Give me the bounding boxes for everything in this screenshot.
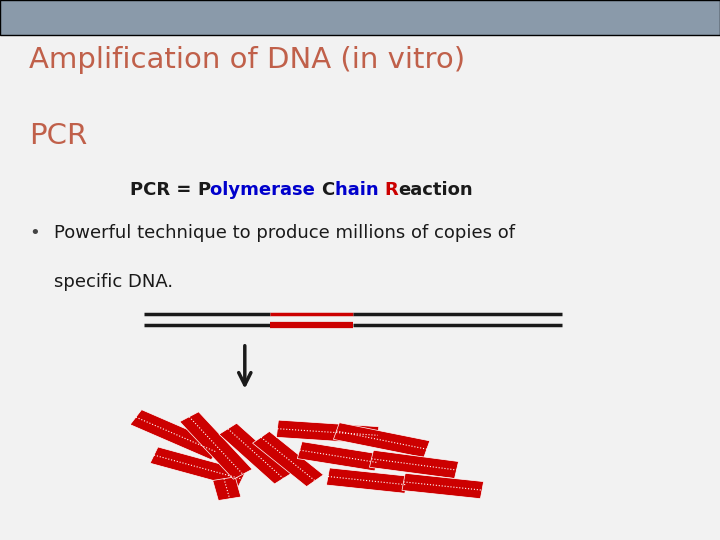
- Text: Amplification of DNA (in vitro): Amplification of DNA (in vitro): [29, 46, 465, 74]
- Text: PCR =: PCR =: [130, 181, 197, 199]
- Bar: [276, 420, 379, 444]
- Bar: [212, 477, 241, 501]
- Text: R: R: [384, 181, 398, 199]
- FancyBboxPatch shape: [0, 0, 720, 35]
- Text: P: P: [197, 181, 210, 199]
- Bar: [253, 431, 323, 487]
- Text: eaction: eaction: [398, 181, 473, 199]
- Text: Powerful technique to produce millions of copies of: Powerful technique to produce millions o…: [54, 224, 515, 242]
- Text: specific DNA.: specific DNA.: [54, 273, 173, 291]
- Bar: [402, 474, 484, 498]
- Bar: [326, 468, 408, 493]
- Text: olymerase: olymerase: [210, 181, 321, 199]
- Bar: [369, 450, 459, 478]
- Bar: [150, 447, 246, 487]
- Bar: [130, 410, 222, 460]
- Text: PCR: PCR: [29, 122, 87, 150]
- Text: •: •: [29, 224, 40, 242]
- Text: C: C: [321, 181, 335, 199]
- Bar: [333, 423, 430, 457]
- Text: hain: hain: [335, 181, 384, 199]
- Bar: [219, 423, 292, 484]
- Bar: [297, 442, 379, 471]
- Bar: [180, 412, 252, 479]
